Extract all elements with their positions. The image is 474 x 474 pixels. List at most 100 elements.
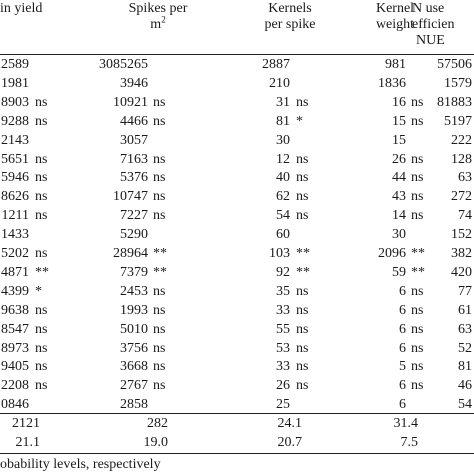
kernels-value: 30 (276, 133, 290, 148)
grain-yield-value: 5651 (1, 152, 29, 167)
spikes-sig: ns (153, 378, 166, 393)
kernels-value: 12 (276, 152, 290, 167)
kernel-weight-sig: ns (411, 322, 424, 337)
kernel-weight-value: 59 (392, 265, 406, 280)
nue-value: 61 (458, 303, 472, 318)
summary-kernel-weight: 7.5 (400, 435, 419, 450)
kernel-weight-value: 2096 (378, 246, 406, 261)
spikes-value: 7379 (120, 265, 148, 280)
grain-yield-sig: ns (35, 246, 48, 261)
kernel-weight-value: 14 (392, 208, 406, 223)
spikes-sig: ns (153, 322, 166, 337)
grain-yield-sig: ns (35, 208, 48, 223)
grain-yield-value: 9405 (1, 359, 29, 374)
grain-yield-value: 1981 (1, 76, 29, 91)
grain-yield-value: 8903 (1, 95, 29, 110)
spikes-sig: ns (153, 359, 166, 374)
kernel-weight-sig: ns (411, 303, 424, 318)
kernels-value: 53 (276, 341, 290, 356)
header-kernels-line2: per spike (264, 17, 316, 32)
spikes-value: 3946 (120, 76, 148, 91)
grain-yield-value: 9638 (1, 303, 29, 318)
kernels-value: 81 (276, 114, 290, 129)
nue-value: 54 (458, 397, 472, 412)
kernels-sig: ns (296, 378, 309, 393)
spikes-sig: ns (153, 114, 166, 129)
grain-yield-sig: ns (35, 189, 48, 204)
kernels-value: 33 (276, 359, 290, 374)
grain-yield-sig: ns (35, 322, 48, 337)
grain-yield-sig: ns (35, 303, 48, 318)
kernels-value: 2887 (262, 57, 290, 72)
spikes-value: 3668 (120, 359, 148, 374)
kernel-weight-value: 5 (399, 359, 406, 374)
spikes-sig: ns (153, 95, 166, 110)
kernel-weight-value: 6 (399, 322, 406, 337)
grain-yield-value: 2589 (1, 57, 29, 72)
grain-yield-sig: ns (35, 170, 48, 185)
spikes-value: 7163 (120, 152, 148, 167)
header-kernels: Kernels per spike (220, 1, 360, 33)
header-nue: N use efficien NUE (400, 1, 474, 49)
kernel-weight-sig: ns (411, 341, 424, 356)
kernels-value: 62 (276, 189, 290, 204)
nue-value: 152 (451, 227, 472, 242)
grain-yield-sig: ns (35, 114, 48, 129)
kernels-value: 92 (276, 265, 290, 280)
nue-value: 272 (451, 189, 472, 204)
grain-yield-value: 1211 (1, 208, 29, 223)
header-rule (0, 54, 474, 55)
nue-value: 74 (458, 208, 472, 223)
header-kernel-weight-line1: Kernel (375, 1, 415, 16)
nue-value: 81 (458, 359, 472, 374)
kernel-weight-sig: ns (411, 152, 424, 167)
kernel-weight-value: 15 (392, 114, 406, 129)
spikes-value: 5376 (120, 170, 148, 185)
kernel-weight-value: 6 (399, 397, 406, 412)
nue-value: 382 (451, 246, 472, 261)
kernels-sig: ns (296, 303, 309, 318)
summary-spikes: 19.0 (143, 435, 169, 450)
spikes-sig: ns (153, 152, 166, 167)
kernel-weight-sig: ns (411, 208, 424, 223)
kernel-weight-value: 15 (392, 133, 406, 148)
kernel-weight-sig: ns (411, 284, 424, 299)
spikes-value: 5010 (120, 322, 148, 337)
kernels-value: 103 (269, 246, 290, 261)
nue-value: 81883 (437, 95, 472, 110)
grain-yield-value: 9288 (1, 114, 29, 129)
header-nue-line3: NUE (416, 33, 445, 48)
nue-value: 5197 (444, 114, 472, 129)
kernels-sig: ns (296, 152, 309, 167)
header-spikes: Spikes per m2 (88, 1, 228, 33)
spikes-value: 10747 (113, 189, 148, 204)
kernel-weight-sig: ns (411, 114, 424, 129)
grain-yield-sig: ns (35, 95, 48, 110)
kernels-value: 33 (276, 303, 290, 318)
kernels-value: 26 (276, 378, 290, 393)
kernel-weight-value: 6 (399, 341, 406, 356)
grain-yield-sig: ** (35, 265, 49, 280)
kernel-weight-value: 44 (392, 170, 406, 185)
kernels-value: 60 (276, 227, 290, 242)
kernels-value: 55 (276, 322, 290, 337)
nue-value: 46 (458, 378, 472, 393)
spikes-value: 3057 (120, 133, 148, 148)
kernel-weight-sig: ** (411, 265, 425, 280)
summary-kernels: 20.7 (277, 435, 303, 450)
kernels-sig: ns (296, 284, 309, 299)
grain-yield-value: 4871 (1, 265, 29, 280)
footnote: obability levels, respectively (0, 457, 161, 472)
spikes-sig: ns (153, 284, 166, 299)
spikes-value: 10921 (113, 95, 148, 110)
header-spikes-exponent: 2 (161, 14, 166, 25)
kernels-value: 35 (276, 284, 290, 299)
spikes-sig: ** (153, 246, 167, 261)
header-spikes-line1: Spikes per (128, 1, 188, 16)
body-rule (0, 413, 474, 414)
grain-yield-value: 4399 (1, 284, 29, 299)
kernel-weight-value: 26 (392, 152, 406, 167)
nue-value: 128 (451, 152, 472, 167)
grain-yield-value: 0846 (1, 397, 29, 412)
